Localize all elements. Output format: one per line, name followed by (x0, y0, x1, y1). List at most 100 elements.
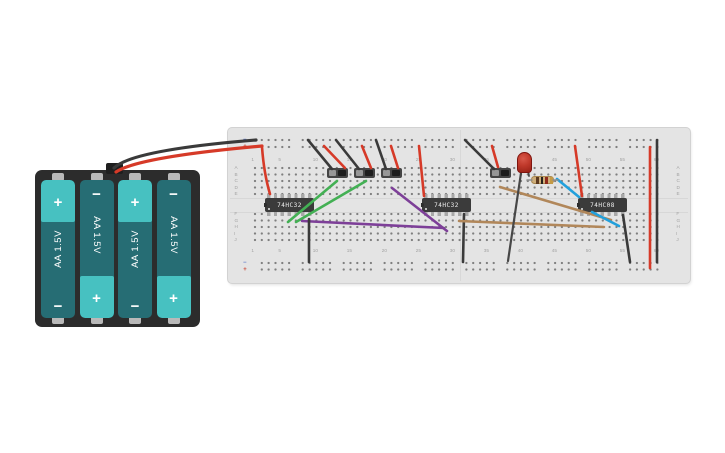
slide-switch-1[interactable] (327, 168, 348, 178)
switch-slot (501, 170, 509, 176)
column-number: 25 (415, 248, 421, 254)
switch-knob[interactable] (356, 170, 363, 176)
slide-switch-3[interactable] (381, 168, 402, 178)
row-letter: A (234, 165, 238, 171)
row-letter: J (234, 237, 237, 243)
wire-battery-positive[interactable] (114, 144, 264, 174)
wire-resistor-to-ic3[interactable] (555, 177, 581, 199)
wire-rail-to-ic1-vcc[interactable] (260, 145, 272, 196)
ic-body: 74HC32 (264, 198, 314, 212)
row-letter: C (676, 178, 680, 184)
ic-pins (423, 194, 469, 199)
column-number: 15 (347, 248, 353, 254)
row-letter: B (234, 172, 238, 177)
column-number: 45 (551, 248, 558, 254)
slide-switch-4[interactable] (490, 168, 511, 178)
contact-tab (129, 173, 141, 181)
ic-label: 74HC08 (590, 201, 615, 209)
resistor-band (550, 177, 553, 184)
row-letter: H (234, 224, 238, 230)
wire-ic2-output-to-ic3[interactable] (457, 219, 606, 229)
battery-aa-1[interactable]: + AA 1.5V − (41, 180, 75, 318)
row-letter: A (676, 165, 680, 171)
plus-sign: + (92, 290, 101, 307)
battery-pack[interactable]: + AA 1.5V − − AA 1.5V + + AA 1.5V − − AA… (35, 163, 200, 327)
row-letter: B (676, 172, 680, 177)
column-number: 25 (415, 157, 421, 163)
contact-tab (90, 316, 103, 324)
ic-pins (423, 211, 469, 216)
column-number: 40 (517, 248, 523, 254)
wire-switch1-vcc[interactable] (322, 144, 347, 170)
ic-label: 74HC32 (277, 201, 302, 209)
switch-knob[interactable] (383, 170, 390, 176)
switch-knob[interactable] (492, 170, 499, 176)
wire-ic2-vcc[interactable] (417, 144, 426, 198)
ic-pins (579, 211, 625, 216)
minus-sign: − (130, 298, 140, 315)
rail-plus-marker: + (243, 266, 247, 273)
ic-pins (266, 211, 312, 216)
contact-tab (167, 316, 180, 324)
wire-ic3-gnd[interactable] (621, 213, 632, 264)
wire-switch2-to-ic1-input[interactable] (294, 179, 368, 224)
contact-tab (167, 173, 180, 181)
column-number: 10 (313, 248, 319, 254)
battery-aa-3[interactable]: + AA 1.5V − (118, 180, 152, 318)
row-letter: D (676, 185, 680, 190)
wire-ic1-output-to-ic2[interactable] (300, 219, 446, 230)
column-number: 5 (278, 157, 282, 163)
column-number: 5 (278, 248, 282, 254)
wire-switch2-vcc[interactable] (360, 144, 373, 170)
slide-switch-2[interactable] (354, 168, 375, 178)
row-letter: G (234, 218, 239, 223)
rail-minus-marker: − (243, 259, 247, 266)
minus-sign: − (169, 186, 178, 203)
wire-ic3-to-led-column[interactable] (590, 210, 621, 228)
resistor-band (540, 177, 544, 184)
column-number: 35 (483, 248, 489, 254)
column-number: 1 (251, 157, 254, 163)
wire-switch3-to-ic2[interactable] (390, 186, 449, 233)
ic-pins (266, 194, 312, 199)
column-number: 45 (551, 157, 558, 163)
battery-positive-cap (118, 180, 152, 222)
wire-switch1-gnd[interactable] (306, 138, 334, 171)
switch-slot (392, 170, 400, 176)
column-number: 50 (585, 248, 592, 254)
battery-aa-2[interactable]: − AA 1.5V + (79, 180, 114, 318)
plus-sign: + (53, 194, 63, 211)
plus-sign: + (169, 290, 178, 307)
battery-aa-4[interactable]: − AA 1.5V + (156, 180, 191, 318)
column-number: 50 (585, 157, 592, 163)
battery-positive-cap (156, 276, 191, 318)
switch-slot (365, 170, 373, 176)
wire-led-cathode-leg[interactable] (506, 171, 523, 263)
row-letter: H (676, 224, 680, 230)
wire-switch3-vcc[interactable] (389, 144, 400, 170)
row-letter: J (676, 237, 679, 243)
wire-ic3-vcc[interactable] (573, 144, 584, 198)
ic-label: 74HC32 (434, 201, 459, 209)
contact-tab (90, 173, 103, 181)
wire-switch1-to-ic1-input[interactable] (286, 179, 339, 224)
column-number: 55 (620, 248, 626, 254)
column-number: 1 (251, 248, 254, 254)
minus-sign: − (53, 298, 63, 315)
wire-switch4-gnd[interactable] (463, 138, 496, 171)
row-letter: E (234, 191, 238, 197)
wire-switch4-vcc[interactable] (490, 144, 500, 169)
resistor-band (536, 177, 539, 184)
wire-battery-negative[interactable] (112, 138, 258, 170)
battery-positive-cap (41, 180, 75, 222)
switch-knob[interactable] (329, 170, 336, 176)
switch-slot (338, 170, 346, 176)
red-led[interactable] (517, 152, 532, 173)
wire-switch2-gnd[interactable] (334, 138, 361, 171)
battery-positive-cap (79, 276, 114, 318)
resistor-band (545, 177, 548, 184)
contact-tab (52, 173, 64, 181)
minus-sign: − (92, 186, 101, 203)
wire-switch3-gnd[interactable] (374, 138, 388, 171)
